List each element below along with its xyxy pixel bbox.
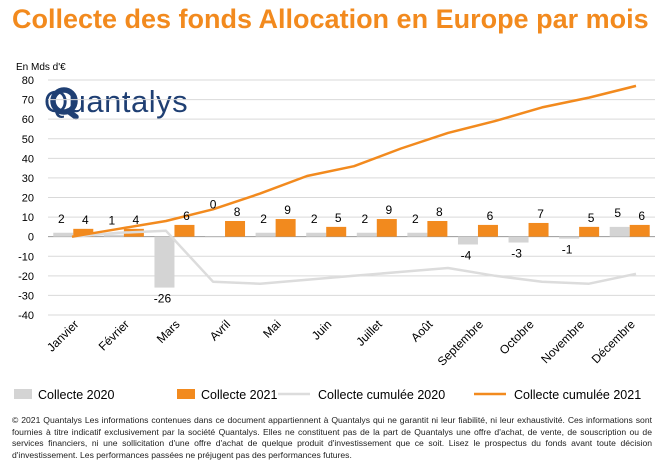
lines bbox=[71, 84, 637, 285]
data-label-collecte-2021: 6 bbox=[183, 209, 190, 223]
x-tick-labels: Janvier Février Mars Avril Mai Juin Juillet Aoû… bbox=[44, 317, 638, 369]
y-tick-label: 50 bbox=[22, 134, 34, 146]
data-label-collecte-2020: 2 bbox=[361, 212, 368, 226]
y-tick-label: 40 bbox=[22, 153, 34, 165]
bar-collecte-2021 bbox=[326, 226, 347, 237]
legend-label: Collecte cumulée 2021 bbox=[514, 388, 641, 402]
bar-collecte-2020 bbox=[356, 232, 377, 237]
bar-collecte-2020 bbox=[457, 236, 478, 245]
x-tick-label: Mars bbox=[154, 317, 183, 346]
data-label-collecte-2021: 4 bbox=[82, 213, 89, 227]
x-tick-label: Septembre bbox=[435, 317, 487, 369]
y-tick-label: -30 bbox=[18, 290, 34, 302]
bar-collecte-2021 bbox=[477, 224, 498, 237]
x-tick-label: Juillet bbox=[353, 317, 385, 349]
bar-collecte-2021 bbox=[73, 228, 94, 237]
x-tick-label: Décembre bbox=[589, 317, 638, 366]
y-tick-label: 60 bbox=[22, 114, 34, 126]
data-label-collecte-2021: 4 bbox=[133, 213, 140, 227]
y-tick-label: 80 bbox=[22, 75, 34, 87]
bar-collecte-2020 bbox=[508, 236, 529, 243]
footer-disclaimer: © 2021 Quantalys Les informations conten… bbox=[12, 415, 652, 460]
bar-collecte-2020 bbox=[53, 232, 74, 237]
y-axis-label: En Mds d'€ bbox=[16, 62, 66, 73]
bar-collecte-2021 bbox=[528, 222, 549, 237]
bar-collecte-2021 bbox=[427, 221, 448, 237]
x-tick-label: Janvier bbox=[44, 317, 81, 354]
data-label-collecte-2020: 2 bbox=[412, 212, 419, 226]
data-label-collecte-2020: 5 bbox=[614, 206, 621, 220]
legend-label: Collecte 2021 bbox=[201, 388, 277, 402]
x-tick-label: Juin bbox=[309, 317, 334, 342]
y-tick-label: -20 bbox=[18, 271, 34, 283]
data-label-collecte-2020: 2 bbox=[58, 212, 65, 226]
bar-collecte-2020 bbox=[609, 226, 630, 237]
line-collecte-cumulee-2020 bbox=[71, 229, 637, 285]
y-tick-labels: -40 -30 -20 -10 0 10 20 30 40 50 60 70 80 bbox=[18, 75, 34, 322]
bar-collecte-2021 bbox=[376, 219, 397, 237]
legend-swatch bbox=[177, 389, 195, 399]
legend-label: Collecte 2020 bbox=[38, 388, 114, 402]
data-label-collecte-2021: 8 bbox=[436, 205, 443, 219]
bar-collecte-2020 bbox=[559, 236, 580, 239]
line-collecte-cumulee-2021 bbox=[71, 84, 637, 238]
legend: Collecte 2020 Collecte 2021 Collecte cumul… bbox=[14, 388, 641, 402]
data-label-collecte-2020: 0 bbox=[210, 198, 217, 212]
data-label-collecte-2021: 9 bbox=[385, 203, 392, 217]
legend-label: Collecte cumulée 2020 bbox=[318, 388, 445, 402]
x-tick-label: Février bbox=[96, 317, 132, 353]
bar-collecte-2020 bbox=[205, 236, 226, 238]
quantalys-logo: Quantalys bbox=[44, 84, 188, 120]
x-tick-label: Avril bbox=[207, 317, 233, 343]
data-label-collecte-2020: -26 bbox=[154, 292, 172, 306]
data-label-collecte-2021: 5 bbox=[335, 211, 342, 225]
y-tick-label: -10 bbox=[18, 251, 34, 263]
bar-collecte-2020 bbox=[154, 236, 175, 288]
y-tick-label: 70 bbox=[22, 95, 34, 107]
data-labels: 2 4 1 4 -26 6 0 8 2 9 2 5 2 9 2 8 -4 6 -3 7 -1 5 5 6 bbox=[58, 198, 645, 306]
legend-swatch bbox=[14, 389, 32, 399]
data-label-collecte-2021: 6 bbox=[487, 209, 494, 223]
bar-collecte-2020 bbox=[407, 232, 428, 237]
data-label-collecte-2021: 8 bbox=[234, 205, 241, 219]
y-tick-label: 0 bbox=[28, 232, 34, 244]
data-label-collecte-2020: 2 bbox=[260, 212, 267, 226]
x-tick-label: Août bbox=[408, 317, 436, 345]
bar-collecte-2021 bbox=[174, 224, 195, 237]
data-label-collecte-2021: 9 bbox=[284, 203, 291, 217]
bar-collecte-2021 bbox=[629, 224, 650, 237]
data-label-collecte-2020: -1 bbox=[562, 243, 573, 257]
chart-title: Collecte des fonds Allocation en Europe … bbox=[12, 4, 649, 34]
data-label-collecte-2020: 2 bbox=[311, 212, 318, 226]
data-label-collecte-2021: 5 bbox=[588, 211, 595, 225]
x-tick-label: Octobre bbox=[497, 317, 537, 357]
chart: En Mds d'€ Quantalys -40-30-20-100102030… bbox=[14, 62, 655, 402]
bar-collecte-2020 bbox=[306, 232, 327, 237]
y-tick-label: 20 bbox=[22, 193, 34, 205]
data-label-collecte-2020: -4 bbox=[461, 249, 472, 263]
bar-collecte-2020 bbox=[255, 232, 276, 237]
grid bbox=[48, 79, 655, 316]
data-label-collecte-2020: -3 bbox=[511, 247, 522, 261]
data-label-collecte-2020: 1 bbox=[109, 214, 116, 228]
data-label-collecte-2021: 7 bbox=[537, 207, 544, 221]
y-tick-label: -40 bbox=[18, 310, 34, 322]
y-tick-label: 10 bbox=[22, 212, 34, 224]
data-label-collecte-2021: 6 bbox=[638, 209, 645, 223]
x-tick-label: Mai bbox=[260, 317, 284, 341]
bar-collecte-2021 bbox=[579, 226, 600, 237]
bar-collecte-2020 bbox=[103, 234, 124, 237]
bars bbox=[53, 219, 650, 288]
bar-collecte-2021 bbox=[275, 219, 296, 237]
bar-collecte-2021 bbox=[225, 221, 246, 237]
logo-text: Quantalys bbox=[44, 84, 188, 119]
x-tick-label: Novembre bbox=[538, 317, 587, 366]
y-tick-label: 30 bbox=[22, 173, 34, 185]
